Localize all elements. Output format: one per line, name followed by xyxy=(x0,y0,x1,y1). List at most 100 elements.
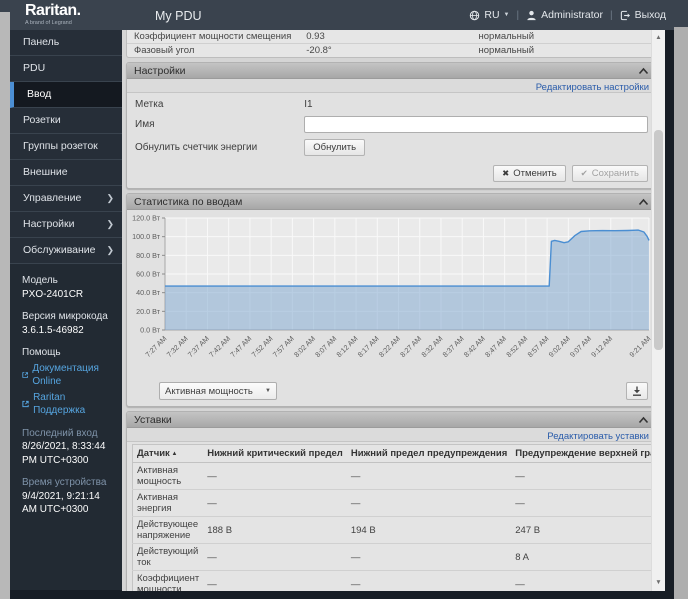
edit-settings-link[interactable]: Редактировать настройки xyxy=(535,82,649,93)
logout-label: Выход xyxy=(634,9,666,21)
sidebar-item-7[interactable]: Настройки устройства❯ xyxy=(10,212,122,255)
device-time-label: Время устройства xyxy=(22,477,107,488)
help-link-label: Документация Online xyxy=(32,362,99,388)
setpoints-col-header[interactable]: Нижний критический предел xyxy=(203,444,347,463)
setpoint-value-cell: — xyxy=(203,570,347,591)
chevron-right-icon: ❯ xyxy=(106,193,114,203)
setpoints-col-header[interactable]: Датчик ▲ xyxy=(132,444,204,463)
svg-text:9:12 AM: 9:12 AM xyxy=(589,334,614,359)
svg-text:7:32 AM: 7:32 AM xyxy=(165,334,190,359)
table-row: Коэффициент мощности———— xyxy=(132,570,661,591)
sensor-select[interactable]: Активная мощность ▼ xyxy=(159,382,277,400)
download-chart-button[interactable] xyxy=(626,382,648,400)
save-button[interactable]: ✔ Сохранить xyxy=(571,165,648,182)
setpoint-value-cell: — xyxy=(346,570,512,591)
settings-panel-title: Настройки xyxy=(134,64,186,77)
sidebar-item-0[interactable]: Панель xyxy=(10,30,122,56)
sidebar-item-2[interactable]: Ввод xyxy=(10,82,122,108)
name-row: Имя xyxy=(127,113,656,136)
collapse-icon[interactable] xyxy=(638,67,649,75)
save-check-icon: ✔ xyxy=(580,168,588,178)
sidebar-item-5[interactable]: Внешние устройства xyxy=(10,160,122,203)
svg-text:7:37 AM: 7:37 AM xyxy=(186,334,211,359)
table-row: Активная энергия———— xyxy=(132,489,661,517)
setpoints-col-header[interactable]: Предупреждение верхней границы xyxy=(511,444,661,463)
settings-panel: Настройки Редактировать настройки Метка … xyxy=(126,62,657,189)
sens-status: нормальный xyxy=(478,45,535,56)
sidebar-item-8[interactable]: Обслуживание ❯ xyxy=(10,238,122,264)
globe-icon xyxy=(470,10,480,20)
sens-name: Коэффициент мощности смещения xyxy=(134,31,292,42)
collapse-icon[interactable] xyxy=(638,416,649,424)
setpoint-value-cell: — xyxy=(511,462,661,490)
svg-text:40.0 Вт: 40.0 Вт xyxy=(136,288,161,297)
user-menu[interactable]: Administrator xyxy=(526,9,603,21)
download-icon xyxy=(633,386,641,396)
scroll-down-arrow[interactable]: ▼ xyxy=(655,579,662,586)
top-bar: Raritan. A brand of Legrand My PDU RU ▼ … xyxy=(0,0,688,30)
name-input[interactable] xyxy=(304,116,648,133)
sidebar-nav: Панель PDU Ввод Розетки Группы розеток Внешни… xyxy=(10,30,122,264)
setpoints-edit-row: Редактировать уставки xyxy=(127,428,656,442)
settings-panel-header[interactable]: Настройки xyxy=(127,63,656,79)
setpoints-header[interactable]: Уставки xyxy=(127,412,656,428)
help-label: Помощь xyxy=(22,347,61,358)
setpoint-value-cell: — xyxy=(203,462,347,490)
svg-text:9:21 AM: 9:21 AM xyxy=(627,334,652,359)
inlet-history-chart: 0.0 Вт 20.0 Вт 40.0 Вт 60.0 Вт 80.0 Вт 100.0 … xyxy=(132,214,652,360)
chart-controls: Активная мощность ▼ xyxy=(129,381,654,403)
inlet-history-header[interactable]: Статистика по вводам xyxy=(127,194,656,210)
setpoints-col-header[interactable]: Нижний предел предупреждения xyxy=(346,444,512,463)
collapse-icon[interactable] xyxy=(638,198,649,206)
sensor-name-cell: Действующее напряжение xyxy=(132,516,204,544)
logout-button[interactable]: Выход xyxy=(620,9,666,21)
external-link-icon xyxy=(22,400,29,408)
main-content: Коэффициент мощности смещения 0.93 нормаль… xyxy=(122,30,661,591)
separator: | xyxy=(609,9,613,21)
svg-text:8:17 AM: 8:17 AM xyxy=(356,334,381,359)
model-label: Модель xyxy=(22,275,58,286)
user-icon xyxy=(527,10,536,20)
edit-setpoints-link[interactable]: Редактировать уставки xyxy=(547,431,649,442)
chevron-down-icon: ▼ xyxy=(503,12,510,18)
sidebar-item-3[interactable]: Розетки xyxy=(10,108,122,134)
cancel-x-icon: ✖ xyxy=(502,168,510,178)
setpoints-panel: Уставки Редактировать уставки Датчик ▲ Ни… xyxy=(126,411,661,591)
sensor-select-value: Активная мощность xyxy=(165,385,253,397)
help-link[interactable]: Raritan Поддержка xyxy=(22,391,110,418)
scroll-up-arrow[interactable]: ▲ xyxy=(655,34,662,41)
inlet-sensors-table: Коэффициент мощности смещения 0.93 нормаль… xyxy=(126,30,657,58)
svg-text:8:37 AM: 8:37 AM xyxy=(441,334,466,359)
reset-energy-label: Обнулить счетчик энергии xyxy=(135,142,258,153)
svg-text:8:22 AM: 8:22 AM xyxy=(377,334,402,359)
sensor-name-cell: Коэффициент мощности xyxy=(132,570,204,591)
label-row: Метка I1 xyxy=(127,96,656,113)
sidebar-info: Модель PXO-2401CR Версия микрокода 3.6.1… xyxy=(10,264,122,536)
capture-edge-left xyxy=(0,12,10,599)
sidebar-item-6[interactable]: Управление пользователями❯ xyxy=(10,186,122,229)
sidebar-item-1[interactable]: PDU xyxy=(10,56,122,82)
content-scrollbar[interactable]: ▲ ▼ xyxy=(651,30,665,591)
sensor-name-cell: Действующий ток xyxy=(132,543,204,571)
device-time-value: 9/4/2021, 9:21:14 AM UTC+0300 xyxy=(22,490,100,516)
scrollbar-thumb[interactable] xyxy=(654,130,663,350)
help-links: Помощь Документация Online Raritan Поддер… xyxy=(22,346,110,418)
cancel-button[interactable]: ✖ Отменить xyxy=(493,165,566,182)
sidebar-item-4[interactable]: Группы розеток xyxy=(10,134,122,160)
setpoint-value-cell: 247 В xyxy=(511,516,661,544)
svg-text:60.0 Вт: 60.0 Вт xyxy=(136,270,161,279)
reset-energy-button[interactable]: Обнулить xyxy=(304,139,366,156)
help-link[interactable]: Документация Online xyxy=(22,362,110,389)
last-login-label: Последний вход xyxy=(22,427,98,439)
svg-text:9:02 AM: 9:02 AM xyxy=(547,334,572,359)
firmware-value: 3.6.1.5-46982 xyxy=(22,324,84,336)
setpoint-value-cell: — xyxy=(203,489,347,517)
svg-text:8:52 AM: 8:52 AM xyxy=(504,334,529,359)
svg-text:100.0 Вт: 100.0 Вт xyxy=(132,232,161,241)
language-menu[interactable]: RU ▼ xyxy=(469,9,510,21)
model-info: Модель PXO-2401CR xyxy=(22,274,110,301)
svg-text:8:07 AM: 8:07 AM xyxy=(313,334,338,359)
svg-text:7:52 AM: 7:52 AM xyxy=(250,334,275,359)
svg-text:8:32 AM: 8:32 AM xyxy=(419,334,444,359)
